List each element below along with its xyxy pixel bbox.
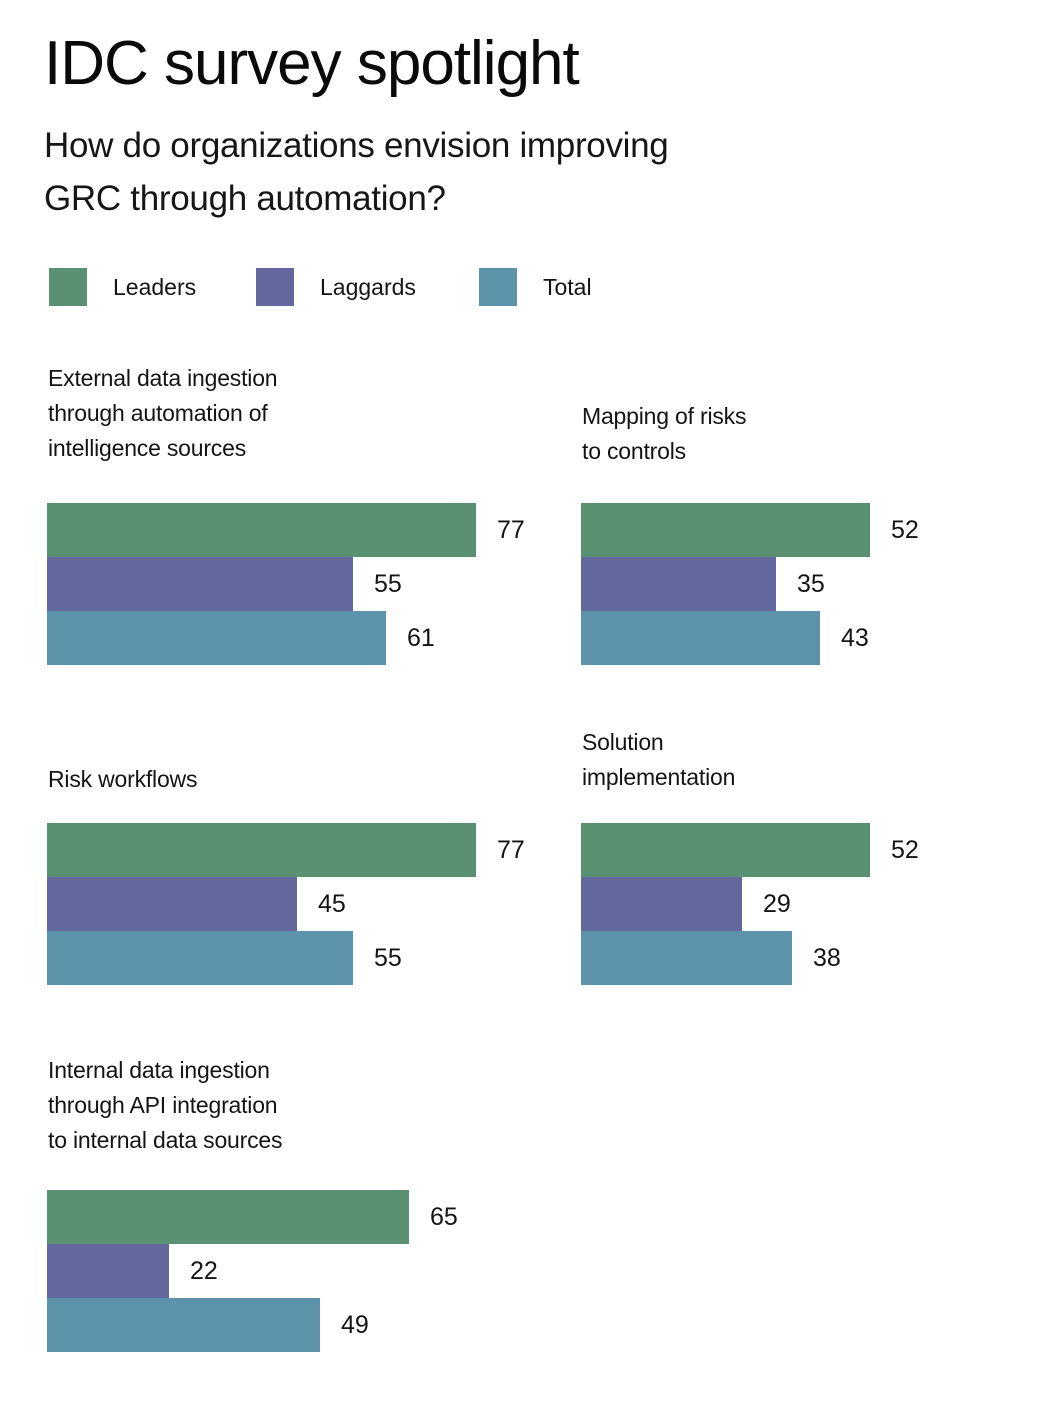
bar-row: 52 (581, 503, 1058, 557)
bar-total (47, 1298, 320, 1352)
legend-label-leaders: Leaders (113, 273, 197, 300)
bar-total (47, 611, 386, 665)
chart-category-label-line: Internal data ingestion (48, 1057, 270, 1083)
bar-value-label: 43 (841, 624, 869, 652)
bar-total (47, 931, 353, 985)
subtitle-line-2: GRC through automation? (44, 179, 446, 218)
page-title: IDC survey spotlight (44, 29, 580, 98)
bar-value-label: 38 (813, 944, 841, 972)
bar-laggards (47, 877, 297, 931)
bar-value-label: 55 (374, 944, 402, 972)
bar-value-label: 52 (891, 516, 919, 544)
bar-laggards (47, 1244, 169, 1298)
bar-row: 49 (47, 1298, 567, 1352)
chart-category-label: External data ingestion through automatio… (48, 361, 278, 466)
bar-value-label: 65 (430, 1203, 458, 1231)
bar-row: 61 (47, 611, 567, 665)
chart-category-label: Solution implementation (582, 725, 735, 795)
legend-item-laggards: Laggards (256, 268, 416, 306)
legend-item-leaders: Leaders (49, 268, 196, 306)
bar-laggards (47, 557, 353, 611)
bar-leaders (47, 503, 476, 557)
laggards-swatch-icon (256, 268, 294, 306)
bar-row: 22 (47, 1244, 567, 1298)
legend-label-laggards: Laggards (320, 273, 416, 300)
bar-row: 55 (47, 931, 567, 985)
chart-category-label-line: Mapping of risks (582, 403, 747, 429)
chart-category-label-line: Risk workflows (48, 766, 198, 792)
chart-category-label: Risk workflows (48, 762, 197, 797)
bar-row: 38 (581, 931, 1058, 985)
chart-group: Mapping of risks to controls 52 35 43 (581, 403, 1058, 665)
subtitle-line-1: How do organizations envision improving (44, 126, 669, 165)
chart-category-label: Mapping of risks to controls (582, 399, 746, 469)
total-swatch-icon (479, 268, 517, 306)
bar-total (581, 611, 820, 665)
bar-row: 45 (47, 877, 567, 931)
chart-group: Solution implementation 52 29 38 (581, 729, 1058, 985)
chart-group: Risk workflows 77 45 55 (47, 766, 567, 985)
chart-category-label-line: to controls (582, 438, 686, 464)
bar-value-label: 77 (497, 836, 525, 864)
bar-value-label: 55 (374, 570, 402, 598)
chart-group: External data ingestion through automatio… (47, 365, 567, 665)
chart-category-label-line: through API integration (48, 1092, 278, 1118)
bar-row: 77 (47, 823, 567, 877)
bar-row: 55 (47, 557, 567, 611)
bar-stack: 77 45 55 (47, 823, 567, 985)
chart-category-label: Internal data ingestion through API integ… (48, 1053, 282, 1158)
bar-stack: 77 55 61 (47, 503, 567, 665)
bar-total (581, 931, 792, 985)
bar-laggards (581, 877, 742, 931)
legend-item-total: Total (479, 268, 592, 306)
bar-stack: 65 22 49 (47, 1190, 567, 1352)
chart-category-label-line: through automation of (48, 400, 268, 426)
bar-row: 29 (581, 877, 1058, 931)
bar-value-label: 52 (891, 836, 919, 864)
chart-category-label-line: Solution (582, 729, 664, 755)
bar-value-label: 49 (341, 1311, 369, 1339)
bar-laggards (581, 557, 776, 611)
bar-row: 77 (47, 503, 567, 557)
bar-row: 52 (581, 823, 1058, 877)
bar-leaders (581, 503, 870, 557)
bar-stack: 52 29 38 (581, 823, 1058, 985)
bar-leaders (581, 823, 870, 877)
legend-label-total: Total (543, 273, 592, 300)
chart-category-label-line: intelligence sources (48, 435, 247, 461)
legend: Leaders Laggards Total (0, 268, 1058, 306)
chart-group: Internal data ingestion through API integ… (47, 1057, 567, 1352)
bar-row: 43 (581, 611, 1058, 665)
bar-value-label: 61 (407, 624, 435, 652)
bar-value-label: 29 (763, 890, 791, 918)
chart-category-label-line: to internal data sources (48, 1127, 283, 1153)
bar-value-label: 77 (497, 516, 525, 544)
bar-value-label: 22 (190, 1257, 218, 1285)
bar-leaders (47, 1190, 409, 1244)
bar-row: 35 (581, 557, 1058, 611)
bar-leaders (47, 823, 476, 877)
leaders-swatch-icon (49, 268, 87, 306)
bar-row: 65 (47, 1190, 567, 1244)
chart-category-label-line: External data ingestion (48, 365, 278, 391)
bar-stack: 52 35 43 (581, 503, 1058, 665)
bar-value-label: 35 (797, 570, 825, 598)
page-subtitle: How do organizations envision improving … (44, 119, 669, 225)
bar-value-label: 45 (318, 890, 346, 918)
chart-category-label-line: implementation (582, 764, 736, 790)
